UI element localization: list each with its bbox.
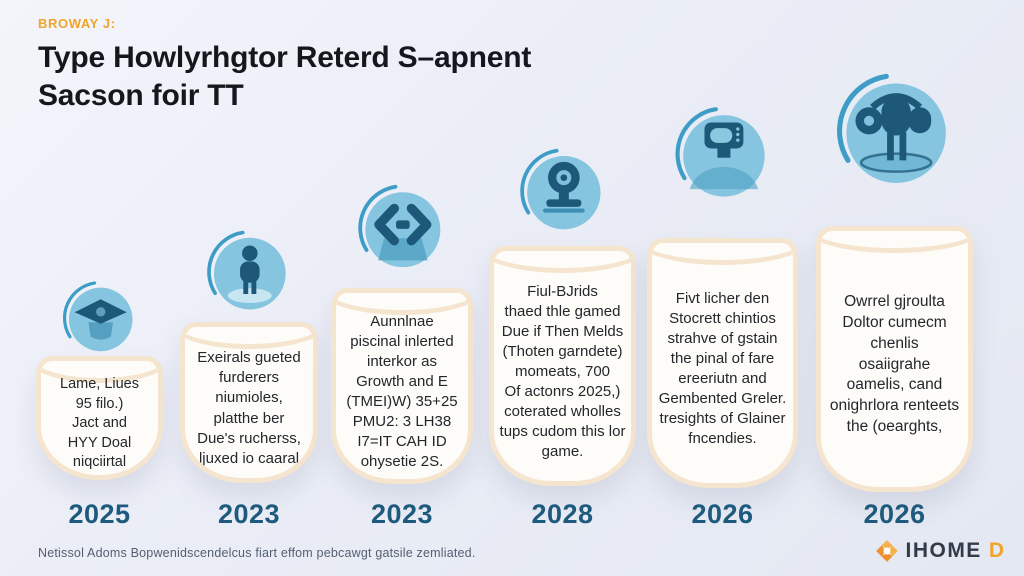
info-card: Exeirals gueted furderers niumioles, pla… — [180, 322, 318, 483]
starburst-icon — [876, 540, 899, 562]
header-eyebrow: BROWAY J: — [38, 16, 116, 31]
year-label: 2023 — [217, 499, 281, 529]
info-card-text: Owrrel gjroulta Doltor cumecm chenlis os… — [829, 293, 960, 435]
info-card-text: Aunnlnae piscinal inlerted interkor as G… — [346, 312, 458, 471]
info-card-text: Fiul-BJrids thaed thle gamed Due if Then… — [499, 282, 626, 461]
year-label: 2026 — [863, 499, 926, 529]
timeline-column-1: Lame, Liues 95 filo.) Jact and HYY Doal … — [36, 0, 163, 576]
headphones-robot-icon — [834, 70, 956, 192]
timeline-column-5: Fivt licher den Stocrett chintios strahv… — [647, 0, 798, 576]
info-card: Owrrel gjroulta Doltor cumecm chenlis os… — [816, 226, 973, 492]
logo-suffix: D — [988, 539, 1004, 562]
projector-icon — [673, 104, 773, 204]
header: BROWAY J: Type Howlyrhgtor Reterd S–apne… — [38, 16, 531, 114]
timeline-column-4: Fiul-BJrids thaed thle gamed Due if Then… — [489, 0, 636, 576]
info-card-text: Lame, Liues 95 filo.) Jact and HYY Doal … — [60, 376, 139, 471]
graduation-cap-icon — [61, 279, 139, 357]
info-card-text: Exeirals gueted furderers niumioles, pla… — [197, 349, 301, 467]
timeline-column-2: Exeirals gueted furderers niumioles, pla… — [180, 0, 318, 576]
timeline-column-6: Owrrel gjroulta Doltor cumecm chenlis os… — [816, 0, 973, 576]
year-label: 2028 — [531, 499, 594, 529]
timeline-column-3: Aunnlnae piscinal inlerted interkor as G… — [331, 0, 473, 576]
info-card: Aunnlnae piscinal inlerted interkor as G… — [331, 288, 473, 484]
footer-note: Netissol Adoms Bopwenidscendelcus fiart … — [38, 546, 476, 560]
year-label: 2023 — [370, 499, 434, 529]
year-label: 2025 — [68, 499, 131, 529]
info-card-text: Fivt licher den Stocrett chintios strahv… — [658, 289, 787, 448]
code-arrows-icon — [356, 182, 448, 274]
person-icon — [205, 228, 293, 316]
year-label: 2026 — [691, 499, 754, 529]
page-title: Type Howlyrhgtor Reterd S–apnent Sacson … — [38, 41, 532, 112]
logo-text: IHOME — [905, 539, 982, 562]
webcam-icon — [518, 146, 608, 236]
info-card: Lame, Liues 95 filo.) Jact and HYY Doal … — [36, 356, 163, 480]
info-card: Fivt licher den Stocrett chintios strahv… — [647, 238, 798, 488]
brand-logo: IHOME D — [874, 538, 1004, 564]
info-card: Fiul-BJrids thaed thle gamed Due if Then… — [489, 246, 636, 486]
